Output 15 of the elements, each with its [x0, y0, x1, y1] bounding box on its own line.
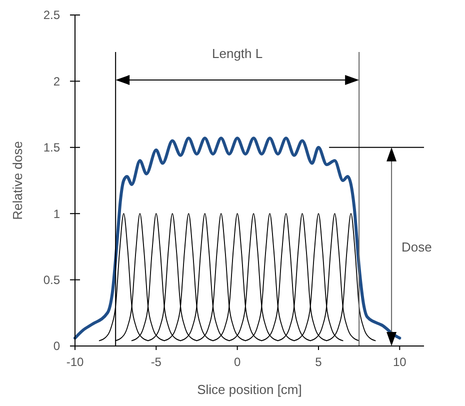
y-tick-label: 0 [53, 339, 60, 354]
y-tick-label: 1 [53, 206, 60, 221]
y-tick-label: 0.5 [43, 273, 60, 287]
x-tick-label: -5 [150, 355, 162, 369]
y-tick-label: 2 [53, 74, 60, 88]
y-axis-title: Relative dose [10, 141, 25, 220]
x-tick-label: 0 [234, 355, 241, 369]
annotation: Dose [402, 239, 432, 254]
y-tick-label: 2.5 [43, 8, 60, 22]
x-tick-label: -10 [66, 355, 84, 369]
x-axis-title: Slice position [cm] [197, 382, 302, 397]
annotation: Length L [212, 46, 263, 61]
y-tick-label: 1.5 [43, 140, 60, 155]
x-tick-label: 10 [392, 355, 407, 369]
x-tick-label: 5 [315, 355, 322, 369]
